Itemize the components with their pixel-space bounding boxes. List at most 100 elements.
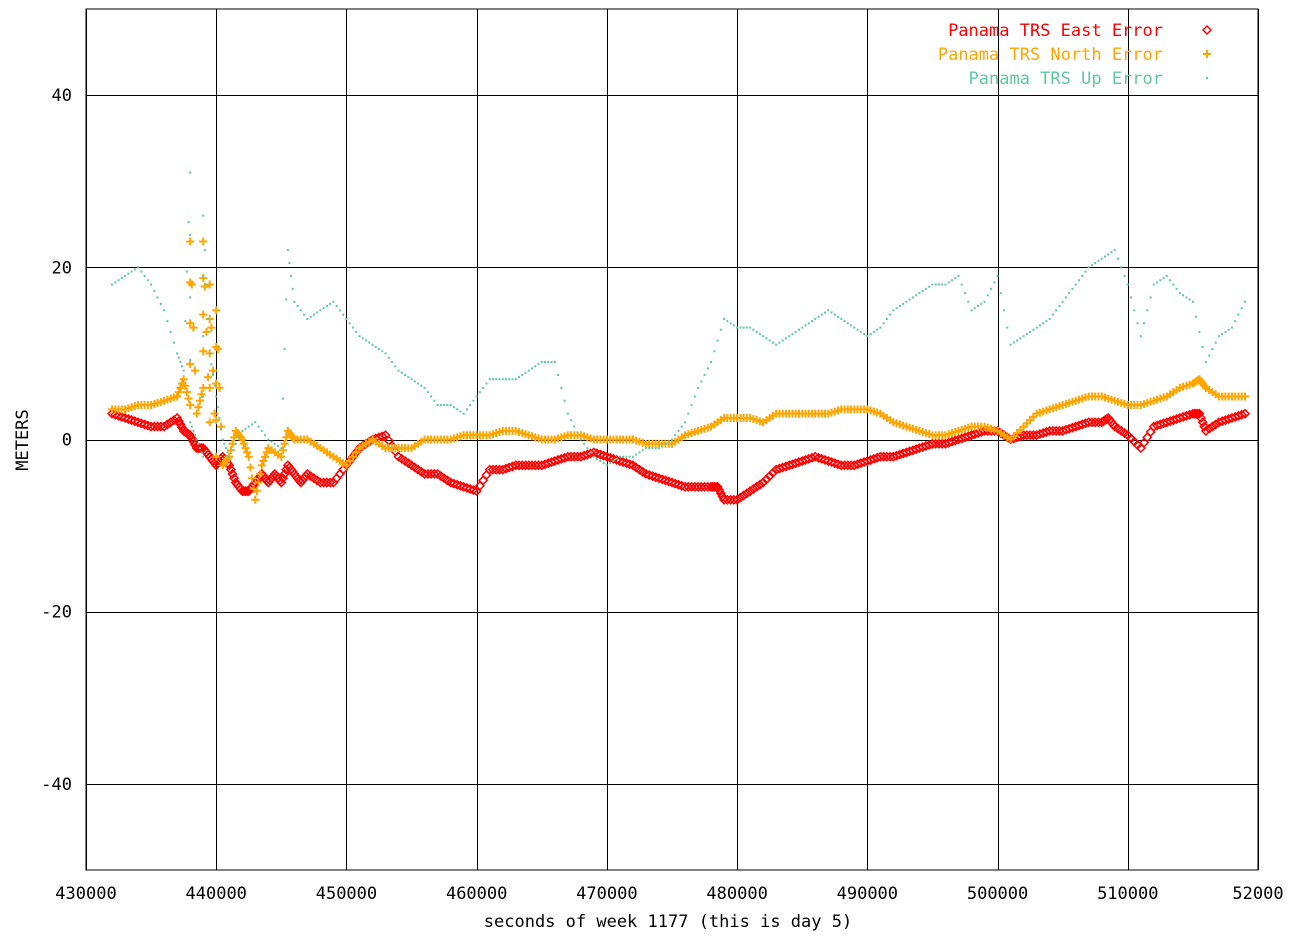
data-point [723, 317, 726, 320]
data-point [1188, 298, 1191, 301]
data-point [1074, 283, 1077, 286]
data-point [729, 322, 732, 325]
data-point [166, 320, 169, 323]
data-point [908, 298, 911, 301]
data-point [1130, 296, 1133, 299]
data-point [696, 481, 707, 492]
data-point [1090, 264, 1093, 267]
data-point [182, 388, 191, 397]
data-point [1237, 313, 1240, 316]
data-point [1126, 283, 1129, 286]
data-point [566, 412, 569, 415]
data-point [1224, 330, 1227, 333]
data-point [550, 361, 553, 364]
data-point [485, 382, 488, 385]
data-point [1162, 277, 1165, 280]
data-point [229, 473, 240, 484]
data-point [833, 313, 836, 316]
x-tick-label: 480000 [706, 884, 767, 904]
data-point [1204, 361, 1207, 364]
data-point [261, 452, 270, 461]
data-point [348, 322, 351, 325]
data-point [174, 388, 183, 397]
data-point [1172, 283, 1175, 286]
data-point [837, 315, 840, 318]
data-point [325, 477, 336, 488]
data-point [918, 292, 921, 295]
data-point [719, 328, 722, 331]
data-point [674, 434, 677, 437]
data-point [488, 378, 491, 381]
data-point [175, 419, 186, 430]
data-point [325, 305, 328, 308]
data-point [788, 335, 791, 338]
data-point [527, 369, 530, 372]
data-point [262, 448, 271, 457]
data-point [1133, 309, 1136, 312]
data-point [182, 369, 185, 372]
data-point [446, 404, 449, 407]
data-point [758, 333, 761, 336]
data-point [1136, 322, 1139, 325]
data-point [683, 481, 694, 492]
data-point [859, 330, 862, 333]
data-point [1061, 300, 1064, 303]
data-point [426, 468, 437, 480]
data-point [960, 283, 963, 286]
data-point [513, 460, 525, 471]
data-point [199, 237, 208, 246]
data-point [749, 326, 752, 329]
data-point [133, 268, 136, 271]
data-point [534, 365, 537, 368]
data-point [231, 449, 234, 452]
data-point [205, 418, 214, 427]
data-point [599, 460, 602, 463]
data-point [699, 481, 710, 492]
data-point [810, 320, 813, 323]
data-point [244, 452, 253, 461]
data-point [1012, 341, 1015, 344]
data-point [716, 339, 719, 342]
data-point [420, 384, 423, 387]
data-point [413, 380, 416, 383]
data-point [725, 494, 736, 505]
data-point [523, 460, 534, 471]
data-point [638, 451, 641, 454]
data-point [824, 311, 827, 314]
data-point [273, 442, 276, 445]
data-point [954, 277, 957, 280]
data-point [140, 270, 143, 273]
data-point [280, 439, 289, 448]
data-point [717, 491, 728, 502]
data-point [687, 412, 690, 415]
data-point [745, 326, 748, 329]
data-point [319, 309, 322, 312]
data-point [1047, 425, 1058, 436]
data-point [315, 477, 326, 488]
data-point [1003, 309, 1006, 312]
data-point [573, 425, 576, 428]
data-point [999, 292, 1002, 295]
data-point [1103, 255, 1106, 258]
data-point [1211, 348, 1214, 351]
data-point [797, 328, 800, 331]
data-point [1210, 419, 1221, 430]
data-point [876, 328, 879, 331]
data-point [872, 330, 875, 333]
x-tick-label: 52000 [1232, 884, 1283, 904]
data-point [207, 317, 210, 320]
data-point [881, 451, 892, 462]
data-point [931, 283, 934, 286]
data-point [692, 481, 704, 492]
data-point [814, 317, 817, 320]
data-point [270, 440, 273, 443]
data-point [677, 429, 680, 432]
data-point [254, 421, 257, 424]
data-point [964, 292, 966, 295]
data-point [1100, 257, 1103, 260]
data-point [726, 320, 729, 323]
data-point [1169, 279, 1172, 282]
x-tick-labels: 430000 440000 450000 460000 470000 480000 4900… [55, 884, 1283, 904]
data-point [784, 337, 787, 340]
data-point [1083, 417, 1094, 428]
